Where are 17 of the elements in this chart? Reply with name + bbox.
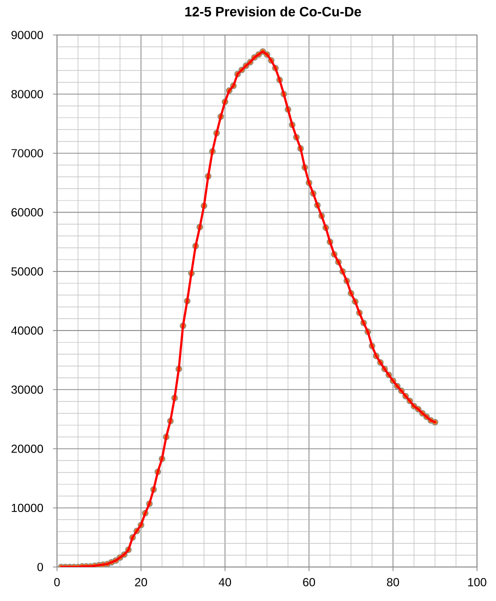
y-tick-label: 80000 [11, 90, 44, 98]
y-tick-label: 90000 [11, 30, 44, 40]
x-tick-label: 60 [303, 578, 316, 586]
y-tick-label: 40000 [11, 326, 44, 335]
chart-title: 12-5 Prevision de Co-Cu-De [185, 6, 362, 16]
x-tick-label: 0 [54, 578, 60, 586]
y-tick-label: 10000 [12, 504, 44, 512]
x-tick-label: 100 [468, 578, 486, 586]
x-tick-label: 40 [218, 578, 232, 586]
x-tick-label: 20 [135, 578, 148, 586]
y-tick-label: 50000 [11, 267, 44, 276]
y-tick-label: 30000 [11, 386, 44, 394]
y-tick-label: 0 [37, 562, 44, 572]
x-tick-label: 80 [386, 578, 400, 586]
y-tick-label: 60000 [12, 208, 44, 216]
y-tick-label: 20000 [12, 444, 44, 453]
y-tick-label: 70000 [12, 149, 44, 158]
